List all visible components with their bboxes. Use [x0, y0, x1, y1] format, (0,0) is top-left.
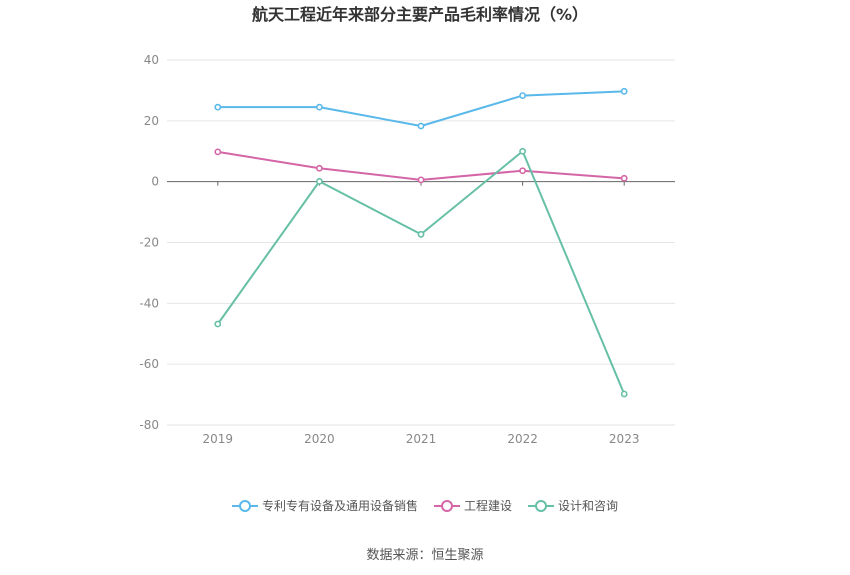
data-point — [214, 103, 222, 111]
y-tick-label: 40 — [144, 53, 159, 67]
data-point — [417, 122, 425, 130]
data-point — [315, 164, 323, 172]
x-tick-label: 2022 — [507, 432, 538, 446]
legend-label: 专利专有设备及通用设备销售 — [262, 498, 418, 513]
x-tick-label: 2020 — [304, 432, 335, 446]
legend-marker-icon — [239, 500, 251, 512]
legend-marker-icon — [441, 500, 453, 512]
y-tick-label: 0 — [151, 175, 159, 189]
legend-item-2[interactable]: 工程建设 — [434, 498, 512, 513]
data-point — [519, 92, 526, 99]
legend-label: 工程建设 — [464, 498, 512, 513]
axes: 40 20 0 -20 -40 -60 -80 2019 2020 2021 2022 2023 — [139, 53, 675, 446]
y-tick-label: -60 — [139, 357, 159, 371]
legend[interactable]: 专利专有设备及通用设备销售 工程建设 设计和咨询 — [232, 498, 618, 513]
y-tick-label: -20 — [139, 236, 159, 250]
data-point — [315, 177, 323, 185]
x-tick-label: 2021 — [406, 432, 437, 446]
series-line-2 — [217, 150, 625, 181]
y-tick-label: 20 — [144, 114, 159, 128]
x-tick-label: 2023 — [609, 432, 640, 446]
series-group — [214, 87, 628, 398]
data-point — [519, 167, 526, 175]
x-tick-label: 2019 — [203, 432, 234, 446]
grid-lines — [167, 59, 675, 426]
data-point — [620, 390, 628, 398]
legend-item-1[interactable]: 专利专有设备及通用设备销售 — [232, 498, 418, 513]
chart-title: 航天工程近年来部分主要产品毛利率情况（%） — [252, 5, 588, 24]
data-point — [214, 320, 222, 328]
legend-item-3[interactable]: 设计和咨询 — [528, 498, 618, 513]
data-point — [315, 103, 323, 111]
y-tick-label: -80 — [139, 418, 159, 432]
legend-label: 设计和咨询 — [558, 498, 618, 513]
data-point — [417, 230, 425, 238]
series-line-3 — [216, 150, 626, 395]
source-text: 数据来源：恒生聚源 — [366, 548, 483, 563]
y-tick-label: -40 — [139, 296, 159, 310]
data-point — [417, 176, 425, 184]
legend-marker-icon — [535, 500, 547, 512]
data-point — [214, 148, 222, 156]
data-point — [519, 147, 526, 155]
data-point — [620, 174, 628, 182]
data-point — [620, 87, 628, 95]
